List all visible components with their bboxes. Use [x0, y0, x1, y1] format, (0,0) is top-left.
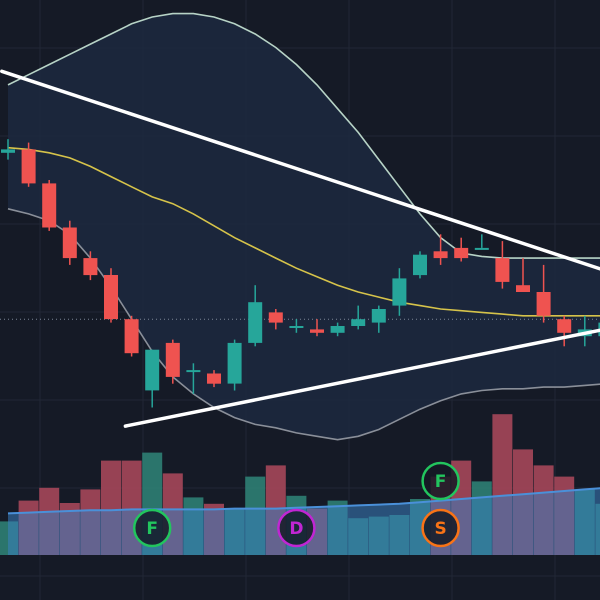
- candle[interactable]: [454, 237, 469, 262]
- candle-body: [268, 312, 283, 323]
- event-marker-letter: F: [146, 519, 158, 539]
- candle-body: [165, 342, 180, 377]
- candle-body: [83, 258, 98, 276]
- candle[interactable]: [433, 234, 448, 265]
- event-markers[interactable]: F D F S: [132, 461, 460, 548]
- candle-body: [1, 149, 15, 153]
- candle[interactable]: [186, 363, 201, 394]
- candle[interactable]: [1, 139, 15, 160]
- candle[interactable]: [495, 241, 510, 289]
- candle[interactable]: [227, 339, 242, 391]
- candle-body: [536, 292, 551, 316]
- candle[interactable]: [474, 234, 489, 250]
- candle-body: [454, 247, 469, 259]
- candle[interactable]: [330, 322, 345, 337]
- candle[interactable]: [413, 251, 427, 279]
- candle-body: [433, 251, 448, 259]
- candle[interactable]: [145, 349, 160, 408]
- candle-body: [413, 254, 427, 276]
- candle-body: [310, 329, 324, 333]
- candle[interactable]: [83, 251, 98, 281]
- candle[interactable]: [516, 258, 530, 292]
- candle-body: [371, 309, 386, 323]
- candle-body: [289, 326, 304, 328]
- candle[interactable]: [104, 268, 118, 323]
- candle-body: [207, 373, 221, 384]
- candle[interactable]: [42, 180, 57, 231]
- candle-body: [330, 326, 345, 333]
- band-upper-line: [7, 12, 600, 259]
- trendlines[interactable]: [0, 69, 600, 428]
- candle[interactable]: [351, 305, 366, 330]
- candle[interactable]: [248, 285, 263, 347]
- candle[interactable]: [557, 315, 572, 347]
- event-marker-letter: S: [434, 519, 446, 539]
- event-marker-letter: D: [289, 519, 303, 539]
- candle-body: [124, 319, 139, 354]
- candle-body: [42, 183, 57, 228]
- event-marker-ring: [421, 508, 460, 548]
- candle-body: [21, 149, 36, 184]
- candle[interactable]: [21, 142, 36, 187]
- event-marker-ring: [132, 508, 172, 548]
- candle[interactable]: [536, 264, 551, 323]
- bollinger-band: [8, 13, 600, 440]
- candle[interactable]: [371, 305, 386, 333]
- candle[interactable]: [207, 370, 221, 388]
- candle-body: [248, 302, 263, 343]
- trendline[interactable]: [0, 69, 600, 287]
- candle[interactable]: [310, 319, 324, 337]
- candle[interactable]: [392, 268, 407, 316]
- candlesticks[interactable]: [1, 139, 600, 408]
- candle[interactable]: [289, 319, 304, 333]
- candle-body: [62, 227, 77, 259]
- event-marker-ring: [277, 508, 316, 548]
- candle[interactable]: [62, 220, 77, 265]
- event-marker[interactable]: S: [421, 508, 460, 548]
- event-marker-ring: [421, 461, 460, 501]
- band-fill: [8, 13, 600, 440]
- candle[interactable]: [124, 315, 139, 357]
- candle-body: [516, 285, 530, 292]
- candle-body: [392, 278, 407, 306]
- candle-body: [104, 275, 118, 320]
- candle-body: [495, 258, 510, 282]
- candle[interactable]: [165, 339, 180, 384]
- event-marker[interactable]: F: [132, 508, 172, 548]
- event-marker[interactable]: D: [277, 508, 316, 548]
- candle-body: [351, 319, 366, 326]
- candle-body: [145, 349, 160, 391]
- candle-body: [227, 342, 242, 384]
- event-marker-letter: F: [435, 472, 447, 492]
- volume-average-line: [7, 487, 600, 515]
- event-marker[interactable]: F: [421, 461, 460, 501]
- candle[interactable]: [268, 309, 283, 330]
- trendline[interactable]: [123, 319, 600, 428]
- candle-body: [186, 370, 201, 373]
- candle-body: [557, 319, 572, 333]
- candle-body: [474, 247, 489, 250]
